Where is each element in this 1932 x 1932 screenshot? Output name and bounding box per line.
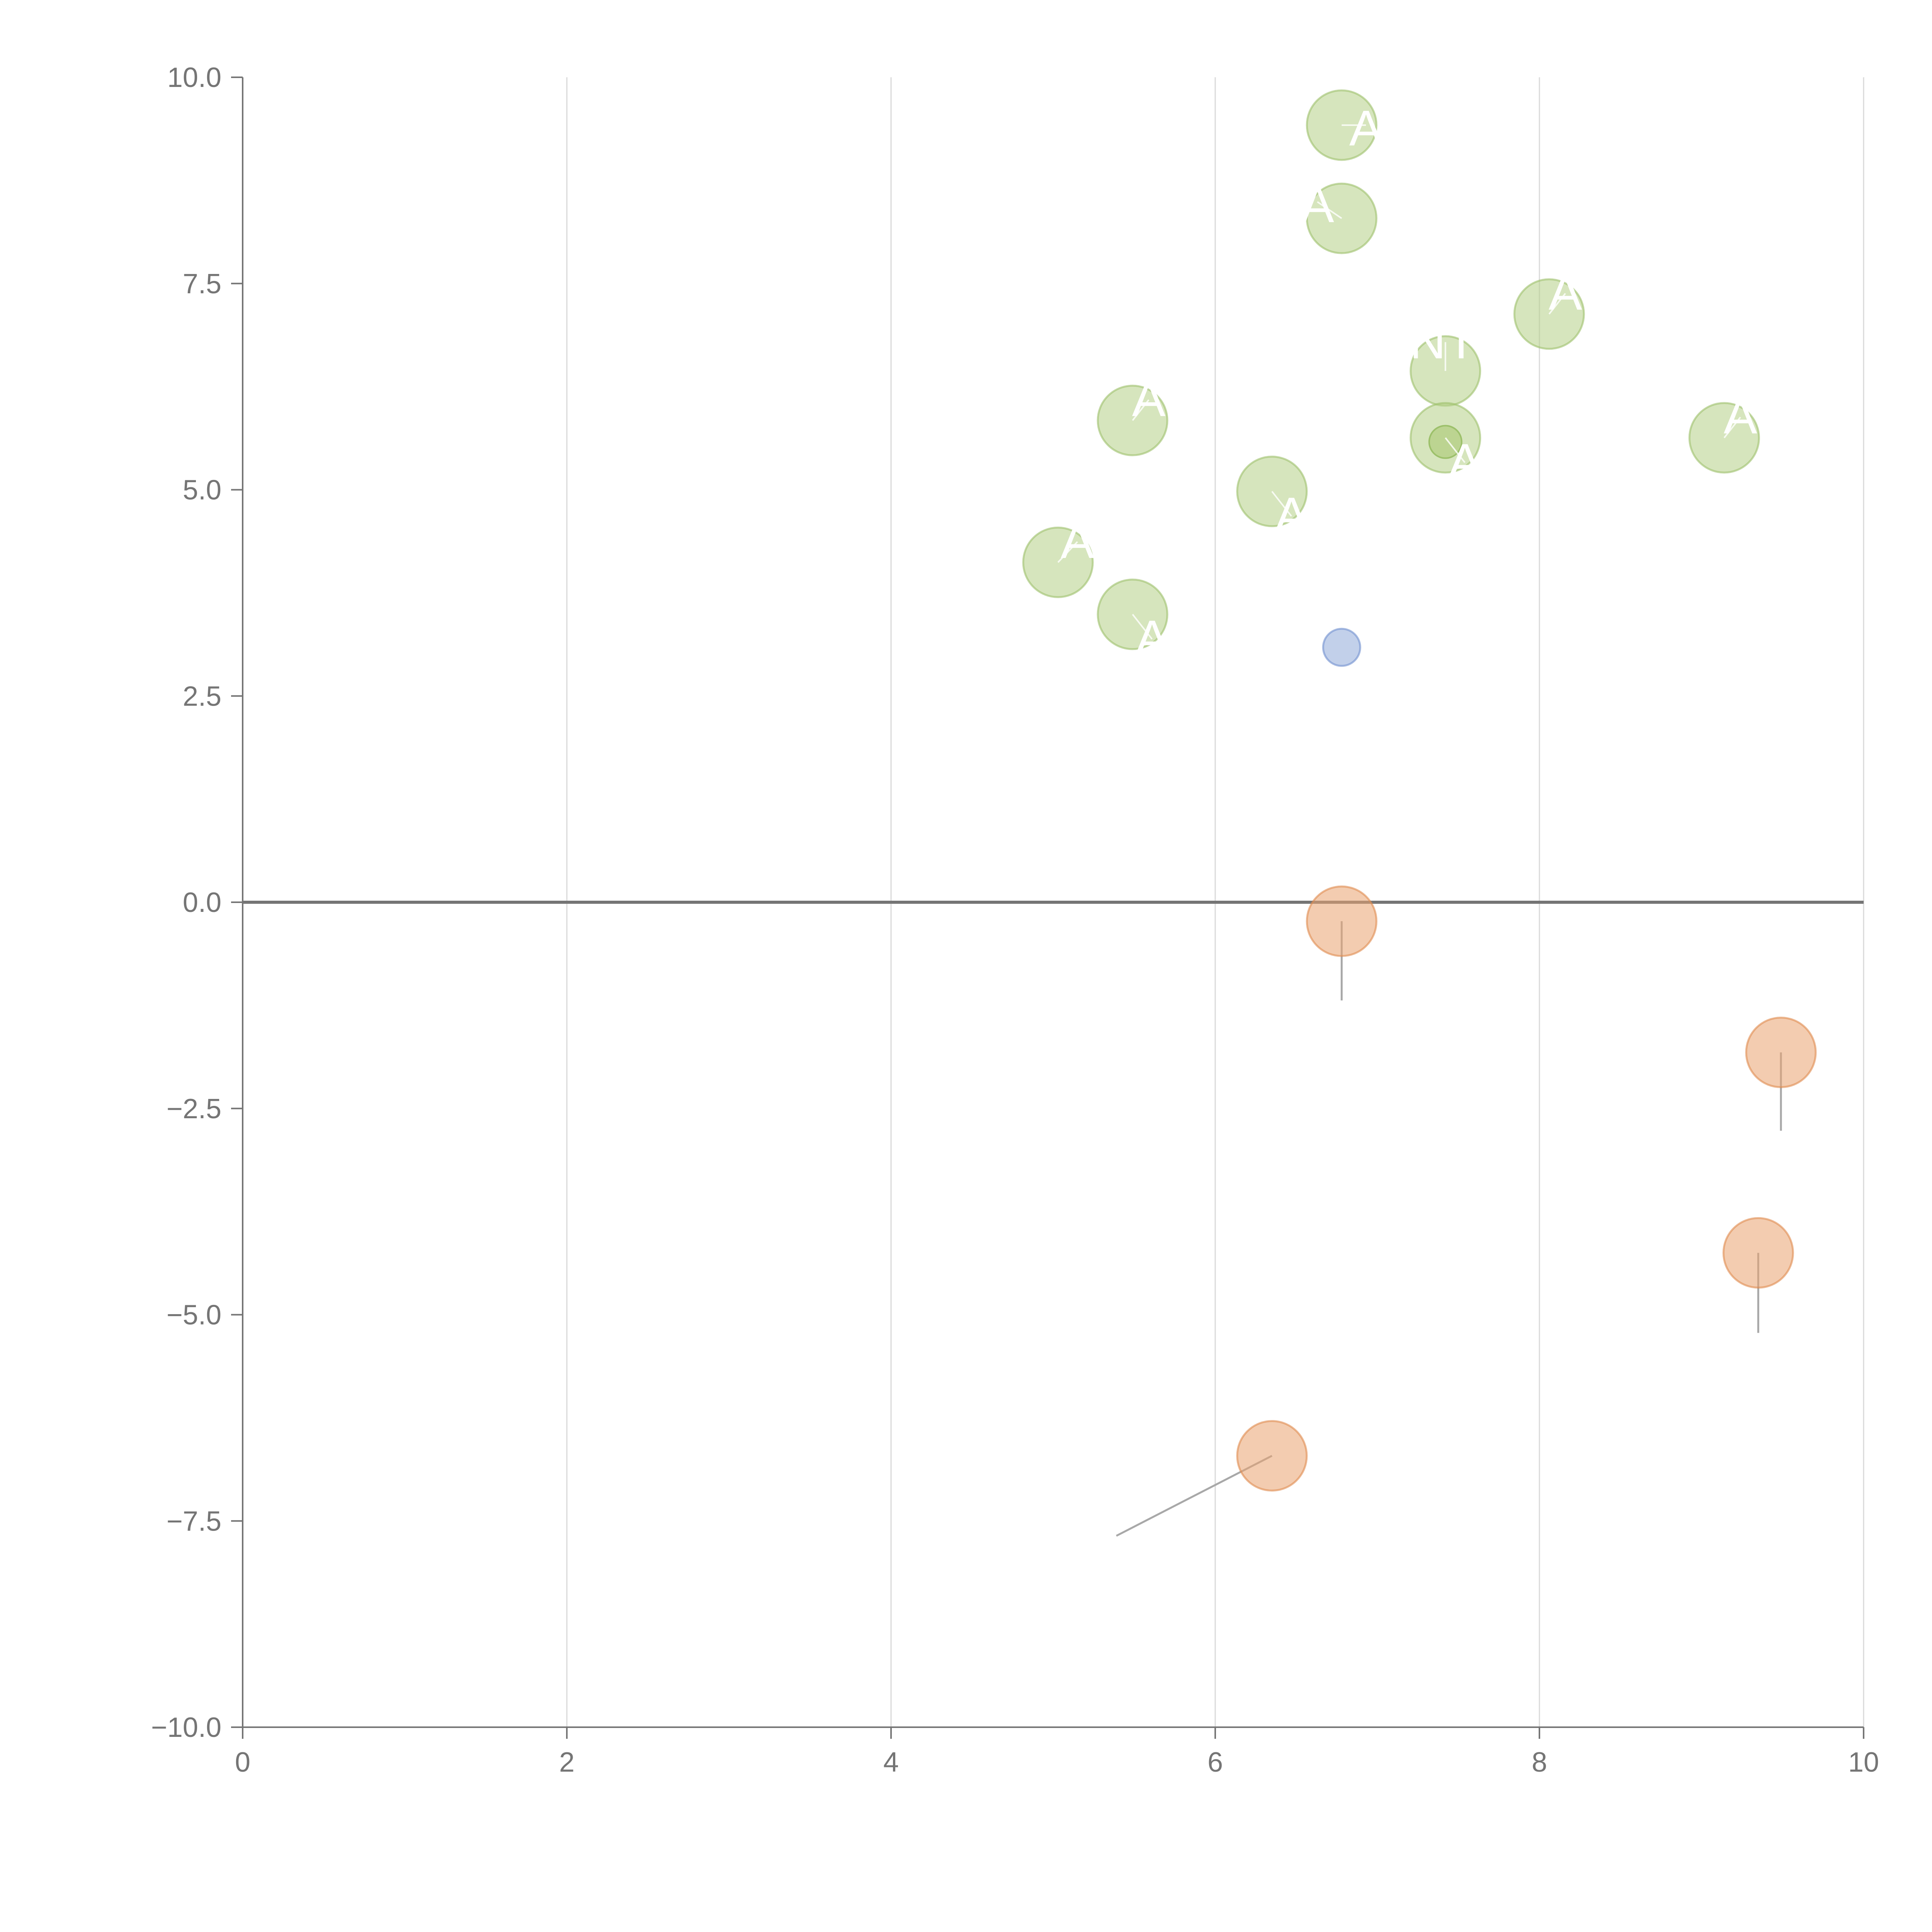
y-tick-label: 7.5 (183, 269, 221, 299)
point-label: A (1724, 388, 1757, 444)
point-label: A (1132, 371, 1166, 427)
point-label: A (1061, 512, 1094, 569)
orange-point (1236, 1420, 1308, 1492)
label-leader (1317, 201, 1342, 219)
label-leader (1445, 437, 1466, 463)
point-label: A (1549, 264, 1582, 320)
label-leader (1132, 614, 1153, 640)
x-tick-label: 6 (1208, 1747, 1223, 1778)
blue-point (1322, 628, 1361, 667)
x-tick-label: 2 (559, 1747, 575, 1778)
point-layer (1022, 89, 1817, 1492)
label-leader (1271, 491, 1292, 517)
x-tick-label: 0 (235, 1747, 250, 1778)
label-leader (1132, 399, 1150, 421)
label-leader (1548, 293, 1566, 315)
inner-dot-marker (1428, 425, 1463, 459)
y-tick-label: 2.5 (183, 681, 221, 712)
label-leader (1723, 417, 1741, 439)
y-tick-label: −2.5 (167, 1094, 221, 1124)
y-tick-label: −5.0 (167, 1300, 221, 1331)
point-label: A (1448, 433, 1482, 490)
y-tick-label: −10.0 (151, 1712, 221, 1743)
axis-layer: 0 2 4 6 8 10 10.0 7.5 5.0 2.5 0.0 −2.5 −5.0 −7.5 −10.0 (151, 62, 1879, 1778)
y-tick-label: −7.5 (167, 1506, 221, 1537)
x-tick-label: 4 (883, 1747, 899, 1778)
leader-layer (1116, 921, 1782, 1537)
y-tick-label: 0.0 (183, 887, 221, 918)
y-tick-label: 10.0 (167, 62, 221, 93)
x-tick-label: 10 (1848, 1747, 1879, 1778)
point-label: A (1275, 487, 1308, 543)
orange-point (1722, 1217, 1794, 1289)
orange-point (1745, 1017, 1817, 1088)
point-label: ANTO (1376, 313, 1515, 369)
x-tick-label: 8 (1532, 1747, 1547, 1778)
point-label: A (1301, 177, 1334, 233)
label-leader (1057, 541, 1078, 563)
point-label: A (1349, 100, 1383, 156)
y-tick-label: 5.0 (183, 475, 221, 506)
orange-point (1306, 885, 1378, 957)
point-label: A (1135, 610, 1169, 666)
